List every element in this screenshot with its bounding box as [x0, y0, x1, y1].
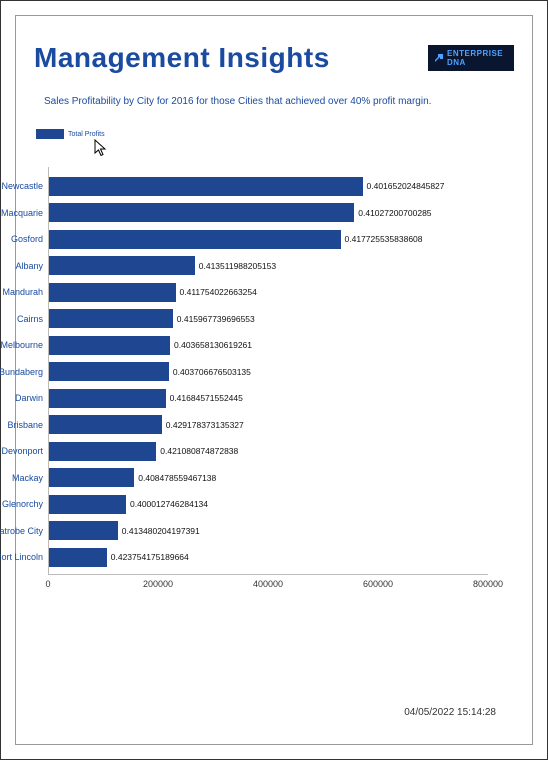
chart-bar: [49, 362, 169, 381]
chart-bar: [49, 495, 126, 514]
bar-data-label: 0.403706676503135: [173, 367, 251, 377]
bar-data-label: 0.413511988205153: [199, 261, 276, 271]
y-axis-label: Mandurah: [2, 287, 49, 297]
legend-label: Total Profits: [68, 131, 105, 138]
chart-x-axis: 0200000400000600000800000: [48, 575, 488, 593]
chart-bar: [49, 548, 107, 567]
y-axis-label: Port Macquarie: [0, 208, 49, 218]
y-axis-label: Albany: [15, 261, 49, 271]
cursor-icon: [94, 139, 110, 157]
y-axis-label: Mackay: [12, 473, 49, 483]
y-axis-label: Darwin: [15, 393, 49, 403]
bar-data-label: 0.411754022663254: [180, 287, 257, 297]
y-axis-label: Bundaberg: [0, 367, 49, 377]
bar-data-label: 0.41027200700285: [358, 208, 431, 218]
bar-data-label: 0.421080874872838: [160, 446, 238, 456]
bar-data-label: 0.403658130619261: [174, 340, 252, 350]
x-axis-tick: 600000: [363, 579, 393, 589]
chart-row: Albany0.413511988205153: [49, 253, 488, 280]
chart-bar: [49, 230, 341, 249]
logo-text: ENTERPRISE DNA: [447, 49, 514, 67]
chart-row: Brisbane0.429178373135327: [49, 412, 488, 439]
y-axis-label: Gosford: [11, 234, 49, 244]
bar-data-label: 0.413480204197391: [122, 526, 200, 536]
chart-row: Devonport0.421080874872838: [49, 438, 488, 465]
bar-data-label: 0.429178373135327: [166, 420, 244, 430]
chart-bar: [49, 521, 118, 540]
chart-plot-area: Newcastle0.401652024845827Port Macquarie…: [48, 167, 488, 575]
x-axis-tick: 200000: [143, 579, 173, 589]
report-page: Management Insights ENTERPRISE DNA Sales…: [15, 15, 533, 745]
bar-data-label: 0.400012746284134: [130, 499, 208, 509]
y-axis-label: Port Lincoln: [0, 552, 49, 562]
chart-row: Glenorchy0.400012746284134: [49, 491, 488, 518]
bar-data-label: 0.401652024845827: [367, 181, 445, 191]
bar-data-label: 0.41684571552445: [170, 393, 243, 403]
header-row: Management Insights ENTERPRISE DNA: [34, 42, 514, 74]
chart-bar: [49, 256, 195, 275]
chart-row: Darwin0.41684571552445: [49, 385, 488, 412]
legend-swatch: [36, 129, 64, 139]
chart-bar: [49, 203, 354, 222]
chart-row: Port Macquarie0.41027200700285: [49, 200, 488, 227]
chart-bar: [49, 389, 166, 408]
chart-row: Cairns0.415967739696553: [49, 306, 488, 333]
chart-bar: [49, 309, 173, 328]
chart-row: Bundaberg0.403706676503135: [49, 359, 488, 386]
y-axis-label: Brisbane: [7, 420, 49, 430]
chart-row: Latrobe City0.413480204197391: [49, 518, 488, 545]
bar-data-label: 0.423754175189664: [111, 552, 189, 562]
chart-bar: [49, 177, 363, 196]
chart-bar: [49, 468, 134, 487]
chart-row: Melbourne0.403658130619261: [49, 332, 488, 359]
y-axis-label: Cairns: [17, 314, 49, 324]
chart-bar: [49, 442, 156, 461]
report-viewport: Management Insights ENTERPRISE DNA Sales…: [0, 0, 548, 760]
y-axis-label: Glenorchy: [2, 499, 49, 509]
logo-arrow-icon: [434, 53, 444, 63]
chart-row: Gosford0.417725535838608: [49, 226, 488, 253]
x-axis-tick: 800000: [473, 579, 503, 589]
report-subtitle: Sales Profitability by City for 2016 for…: [44, 96, 514, 107]
report-timestamp: 04/05/2022 15:14:28: [404, 707, 496, 718]
chart-legend: Total Profits: [36, 129, 514, 139]
chart-bar: [49, 415, 162, 434]
y-axis-label: Melbourne: [0, 340, 49, 350]
y-axis-label: Latrobe City: [0, 526, 49, 536]
profit-by-city-chart: Newcastle0.401652024845827Port Macquarie…: [48, 167, 514, 593]
chart-bar: [49, 336, 170, 355]
chart-row: Port Lincoln0.423754175189664: [49, 544, 488, 571]
brand-logo: ENTERPRISE DNA: [428, 45, 514, 71]
y-axis-label: Devonport: [1, 446, 49, 456]
bar-data-label: 0.415967739696553: [177, 314, 255, 324]
chart-row: Mackay0.408478559467138: [49, 465, 488, 492]
bar-data-label: 0.408478559467138: [138, 473, 216, 483]
bar-data-label: 0.417725535838608: [345, 234, 423, 244]
x-axis-tick: 400000: [253, 579, 283, 589]
page-title: Management Insights: [34, 42, 330, 74]
chart-row: Newcastle0.401652024845827: [49, 173, 488, 200]
chart-bar: [49, 283, 176, 302]
y-axis-label: Newcastle: [1, 181, 49, 191]
x-axis-tick: 0: [45, 579, 50, 589]
chart-row: Mandurah0.411754022663254: [49, 279, 488, 306]
